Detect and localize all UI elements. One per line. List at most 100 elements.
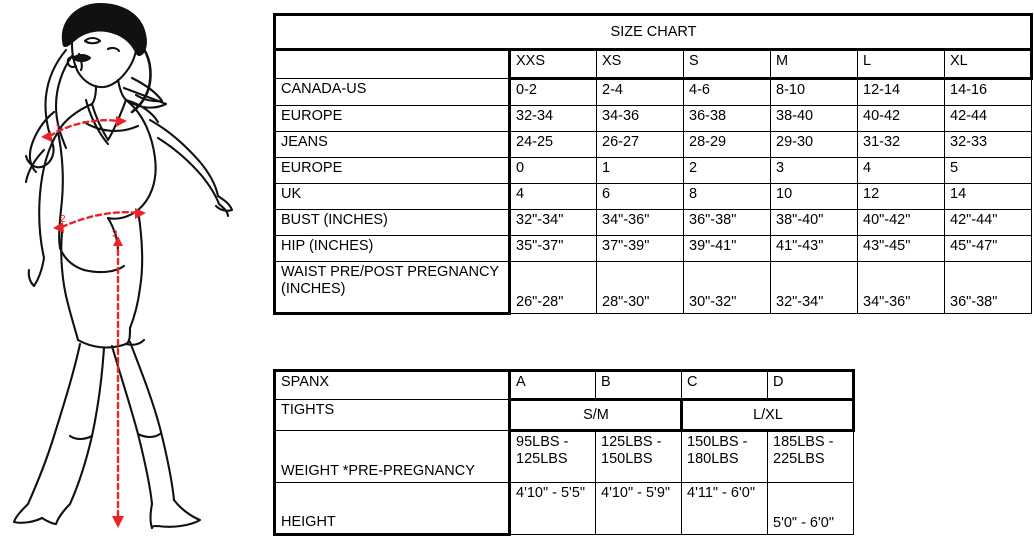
measurement-marker-hip: 2 [53, 208, 146, 233]
cell-value: 34"-36" [596, 209, 684, 236]
cell-value: 8-10 [770, 78, 858, 106]
cell-value: 35"-37" [509, 235, 597, 262]
cell-value: 28-29 [683, 131, 771, 158]
cell-value: 24-25 [509, 131, 597, 158]
table-row: WAIST PRE/POST PREGNANCY (INCHES) 26"-28… [273, 261, 1033, 315]
cell-value: 42"-44" [943, 209, 1033, 236]
marker-label-1: 1 [55, 123, 61, 134]
column-header-s: S [683, 48, 771, 80]
row-label: HEIGHT [273, 482, 511, 536]
row-label: HIP (INCHES) [273, 235, 511, 262]
row-label: EUROPE [273, 157, 511, 184]
cell-value: 38"-40" [770, 209, 858, 236]
cell-value: 36"-38" [683, 209, 771, 236]
size-chart-corner-cell [273, 48, 511, 79]
cell-value: 36"-38" [943, 261, 1033, 314]
column-header-xl: XL [943, 48, 1034, 80]
cell-value: 32-33 [943, 131, 1033, 158]
cell-value: 26"-28" [509, 261, 597, 314]
table-row: EUROPE 32-34 34-36 36-38 38-40 40-42 42-… [273, 105, 1033, 132]
row-label: UK [273, 183, 511, 210]
cell-value: 95LBS - 125LBS [509, 430, 596, 483]
column-header-xs: XS [596, 48, 684, 80]
column-header-d: D [767, 369, 855, 400]
row-label: WEIGHT *PRE-PREGNANCY [273, 430, 511, 483]
cell-value: 29-30 [770, 131, 858, 158]
spanx-label: SPANX [273, 369, 511, 400]
row-label: TIGHTS [273, 399, 511, 431]
cell-value: 34"-36" [857, 261, 945, 314]
cell-value: 39"-41" [683, 235, 771, 262]
size-chart-title-row: SIZE CHART [272, 13, 1034, 51]
cell-value: 6 [596, 183, 684, 210]
table-row: TIGHTS S/M L/XL [273, 398, 855, 432]
spanx-header-row: SPANX A B C D [273, 369, 855, 400]
cell-value: 41"-43" [770, 235, 858, 262]
cell-value: 37"-39" [596, 235, 684, 262]
measurement-marker-bust: 1 [41, 116, 127, 142]
row-label: CANADA-US [273, 78, 511, 106]
row-label: EUROPE [273, 105, 511, 132]
cell-value: 8 [683, 183, 771, 210]
cell-value: 30"-32" [683, 261, 771, 314]
cell-value: 28"-30" [596, 261, 684, 314]
cell-value: S/M [508, 398, 683, 432]
cell-value: 4 [857, 157, 945, 184]
cell-value: 45"-47" [943, 235, 1033, 262]
cell-value: 12-14 [857, 78, 945, 106]
cell-value: 12 [857, 183, 945, 210]
column-header-l: L [857, 48, 945, 80]
pregnant-figure-drawing: 1 2 3 [12, 2, 234, 530]
cell-value: 42-44 [943, 105, 1033, 132]
cell-value: 34-36 [596, 105, 684, 132]
cell-value: 185LBS - 225LBS [767, 430, 854, 483]
cell-value: 10 [770, 183, 858, 210]
cell-value: 0 [509, 157, 597, 184]
table-row: WEIGHT *PRE-PREGNANCY 95LBS - 125LBS 125… [273, 430, 854, 483]
measurement-illustration: 1 2 3 [0, 0, 270, 534]
cell-value: 4'10" - 5'5" [509, 482, 596, 535]
cell-value: 43"-45" [857, 235, 945, 262]
cell-value: 2 [683, 157, 771, 184]
cell-value: 3 [770, 157, 858, 184]
table-row: BUST (INCHES) 32"-34" 34"-36" 36"-38" 38… [273, 209, 1033, 236]
cell-value: L/XL [680, 398, 855, 432]
table-row: HEIGHT 4'10" - 5'5" 4'10" - 5'9" 4'11" -… [273, 482, 854, 536]
size-chart-header-row: XXS XS S M L XL [273, 48, 1034, 80]
marker-label-2: 2 [60, 214, 66, 225]
row-label: WAIST PRE/POST PREGNANCY (INCHES) [273, 261, 511, 315]
cell-value: 5'0" - 6'0" [767, 482, 854, 535]
cell-value: 5 [943, 157, 1033, 184]
measurement-marker-height: 3 [112, 229, 124, 528]
cell-value: 26-27 [596, 131, 684, 158]
cell-value: 4'10" - 5'9" [595, 482, 682, 535]
cell-value: 2-4 [596, 78, 684, 106]
table-row: HIP (INCHES) 35"-37" 37"-39" 39"-41" 41"… [273, 235, 1033, 262]
cell-value: 14 [943, 183, 1033, 210]
cell-value: 32"-34" [509, 209, 597, 236]
size-chart-title: SIZE CHART [272, 13, 1034, 51]
cell-value: 14-16 [943, 78, 1033, 106]
table-row: JEANS 24-25 26-27 28-29 29-30 31-32 32-3… [273, 131, 1033, 158]
spanx-chart-table: SPANX A B C D TIGHTS S/M L/XL WEIGHT *PR… [273, 369, 855, 536]
column-header-b: B [595, 369, 682, 400]
column-header-m: M [770, 48, 858, 80]
column-header-xxs: XXS [509, 48, 597, 80]
cell-value: 31-32 [857, 131, 945, 158]
cell-value: 4'11" - 6'0" [681, 482, 768, 535]
cell-value: 40-42 [857, 105, 945, 132]
table-row: CANADA-US 0-2 2-4 4-6 8-10 12-14 14-16 [273, 78, 1033, 106]
cell-value: 125LBS - 150LBS [595, 430, 682, 483]
cell-value: 32-34 [509, 105, 597, 132]
cell-value: 1 [596, 157, 684, 184]
cell-value: 38-40 [770, 105, 858, 132]
cell-value: 0-2 [509, 78, 597, 106]
column-header-c: C [681, 369, 768, 400]
table-row: UK 4 6 8 10 12 14 [273, 183, 1033, 210]
table-row: EUROPE 0 1 2 3 4 5 [273, 157, 1033, 184]
column-header-a: A [509, 369, 596, 400]
marker-label-3: 3 [112, 229, 118, 240]
cell-value: 32"-34" [770, 261, 858, 314]
cell-value: 4 [509, 183, 597, 210]
cell-value: 150LBS - 180LBS [681, 430, 768, 483]
